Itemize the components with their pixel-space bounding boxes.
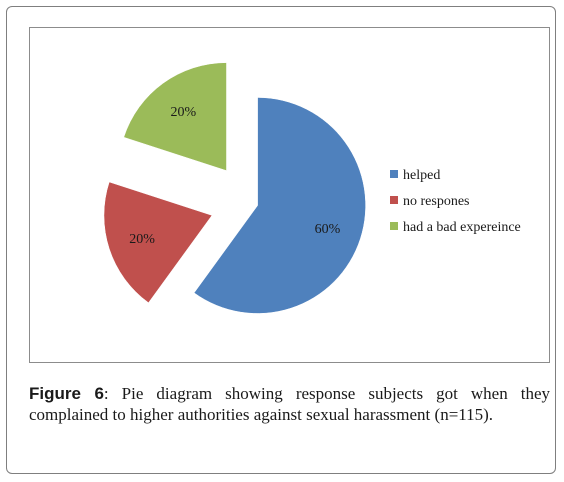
data-label-helped: 60% <box>315 222 341 237</box>
pie-chart: 60% 20% 20% helped no respones had a bad exp… <box>103 62 521 314</box>
figure-caption: Figure 6: Pie diagram showing response s… <box>29 383 550 425</box>
figure-container: 60% 20% 20% helped no respones had a bad exp… <box>6 6 556 474</box>
legend-swatch-helped <box>390 170 398 178</box>
caption-text: : Pie diagram showing response subjects … <box>29 384 551 424</box>
legend-label-helped: helped <box>403 168 440 183</box>
chart-frame: 60% 20% 20% helped no respones had a bad exp… <box>29 27 550 363</box>
pie-slice-helped <box>193 97 366 314</box>
data-label-had-a-bad-expereince: 20% <box>170 105 196 120</box>
legend-label-no-respones: no respones <box>403 194 470 209</box>
data-label-no-respones: 20% <box>129 232 155 247</box>
caption-label: Figure 6 <box>29 384 104 403</box>
legend-swatch-no-respones <box>390 196 398 204</box>
pie-slice-had-a-bad-expereince <box>123 62 227 171</box>
pie-slice-no-respones <box>103 181 213 304</box>
legend-label-had-a-bad-expereince: had a bad expereince <box>403 220 521 235</box>
legend-swatch-had-a-bad-expereince <box>390 222 398 230</box>
